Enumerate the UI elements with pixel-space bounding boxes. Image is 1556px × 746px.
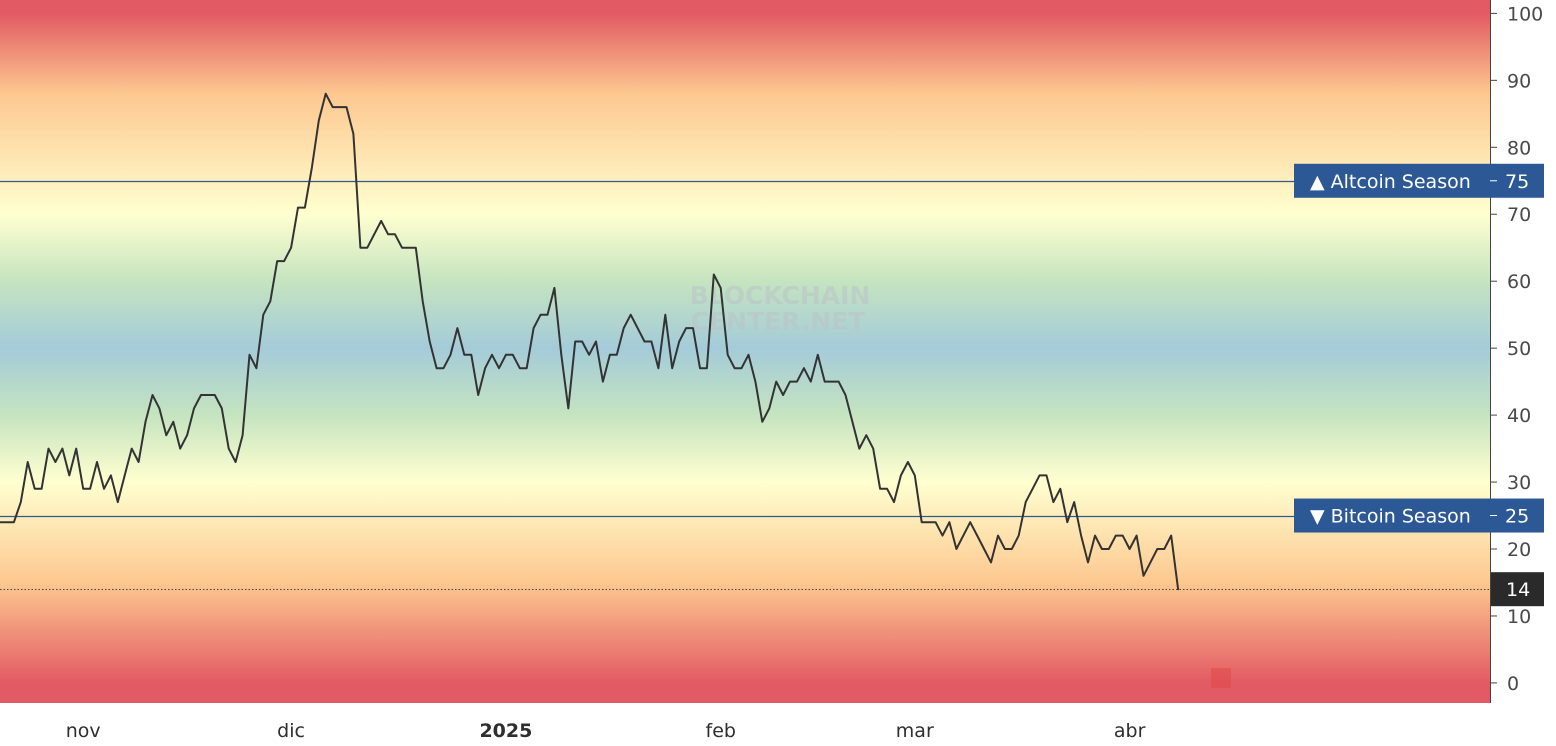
y-tick-label-0: 0 bbox=[1507, 673, 1519, 695]
threshold-badge-label-75: ▲ Altcoin Season bbox=[1310, 171, 1471, 193]
watermark: BLOCKCHAIN CENTER.NET bbox=[690, 281, 871, 336]
x-tick-label-feb: feb bbox=[706, 720, 736, 742]
x-tick-label-nov: nov bbox=[66, 720, 101, 742]
x-axis: nov dic 2025 feb mar abr bbox=[66, 720, 1146, 742]
threshold-badge-value-75: 75 bbox=[1505, 171, 1529, 193]
y-tick-label-30: 30 bbox=[1507, 472, 1531, 494]
y-tick-label-50: 50 bbox=[1507, 338, 1531, 360]
y-tick-label-100: 100 bbox=[1507, 3, 1543, 25]
series-layer bbox=[0, 92, 1180, 591]
y-tick-label-10: 10 bbox=[1507, 606, 1531, 628]
current-value-badge: 14 bbox=[1491, 572, 1544, 607]
threshold-badge-75 bbox=[1294, 163, 1544, 198]
x-tick-label-mar: mar bbox=[896, 720, 934, 742]
y-tick-label-80: 80 bbox=[1507, 137, 1531, 159]
threshold-badge-value-25: 25 bbox=[1505, 506, 1529, 528]
threshold-lines bbox=[0, 180, 1490, 518]
threshold-badge-label-25: ▼ Bitcoin Season bbox=[1310, 506, 1471, 528]
y-axis: 0 10 20 30 40 50 60 70 80 90 100 bbox=[1490, 3, 1543, 695]
bottom-marker-icon bbox=[1211, 668, 1231, 688]
x-tick-label-abr: abr bbox=[1114, 720, 1146, 742]
watermark-line-1: BLOCKCHAIN bbox=[690, 281, 871, 310]
y-tick-label-60: 60 bbox=[1507, 271, 1531, 293]
plot-background bbox=[0, 0, 1490, 703]
current-value-badge-box bbox=[1491, 572, 1544, 607]
threshold-badge-25 bbox=[1294, 498, 1544, 533]
x-tick-label-2025: 2025 bbox=[479, 720, 532, 742]
current-value-badge-label: 14 bbox=[1506, 579, 1530, 601]
watermark-line-2: CENTER.NET bbox=[691, 307, 866, 336]
y-tick-label-90: 90 bbox=[1507, 70, 1531, 92]
y-tick-label-70: 70 bbox=[1507, 204, 1531, 226]
y-tick-label-20: 20 bbox=[1507, 539, 1531, 561]
threshold-badges: ▲ Altcoin Season 75 ▼ Bitcoin Season 25 bbox=[1294, 163, 1544, 533]
series-line-0 bbox=[0, 92, 1180, 591]
y-tick-label-40: 40 bbox=[1507, 405, 1531, 427]
x-tick-label-dic: dic bbox=[277, 720, 305, 742]
